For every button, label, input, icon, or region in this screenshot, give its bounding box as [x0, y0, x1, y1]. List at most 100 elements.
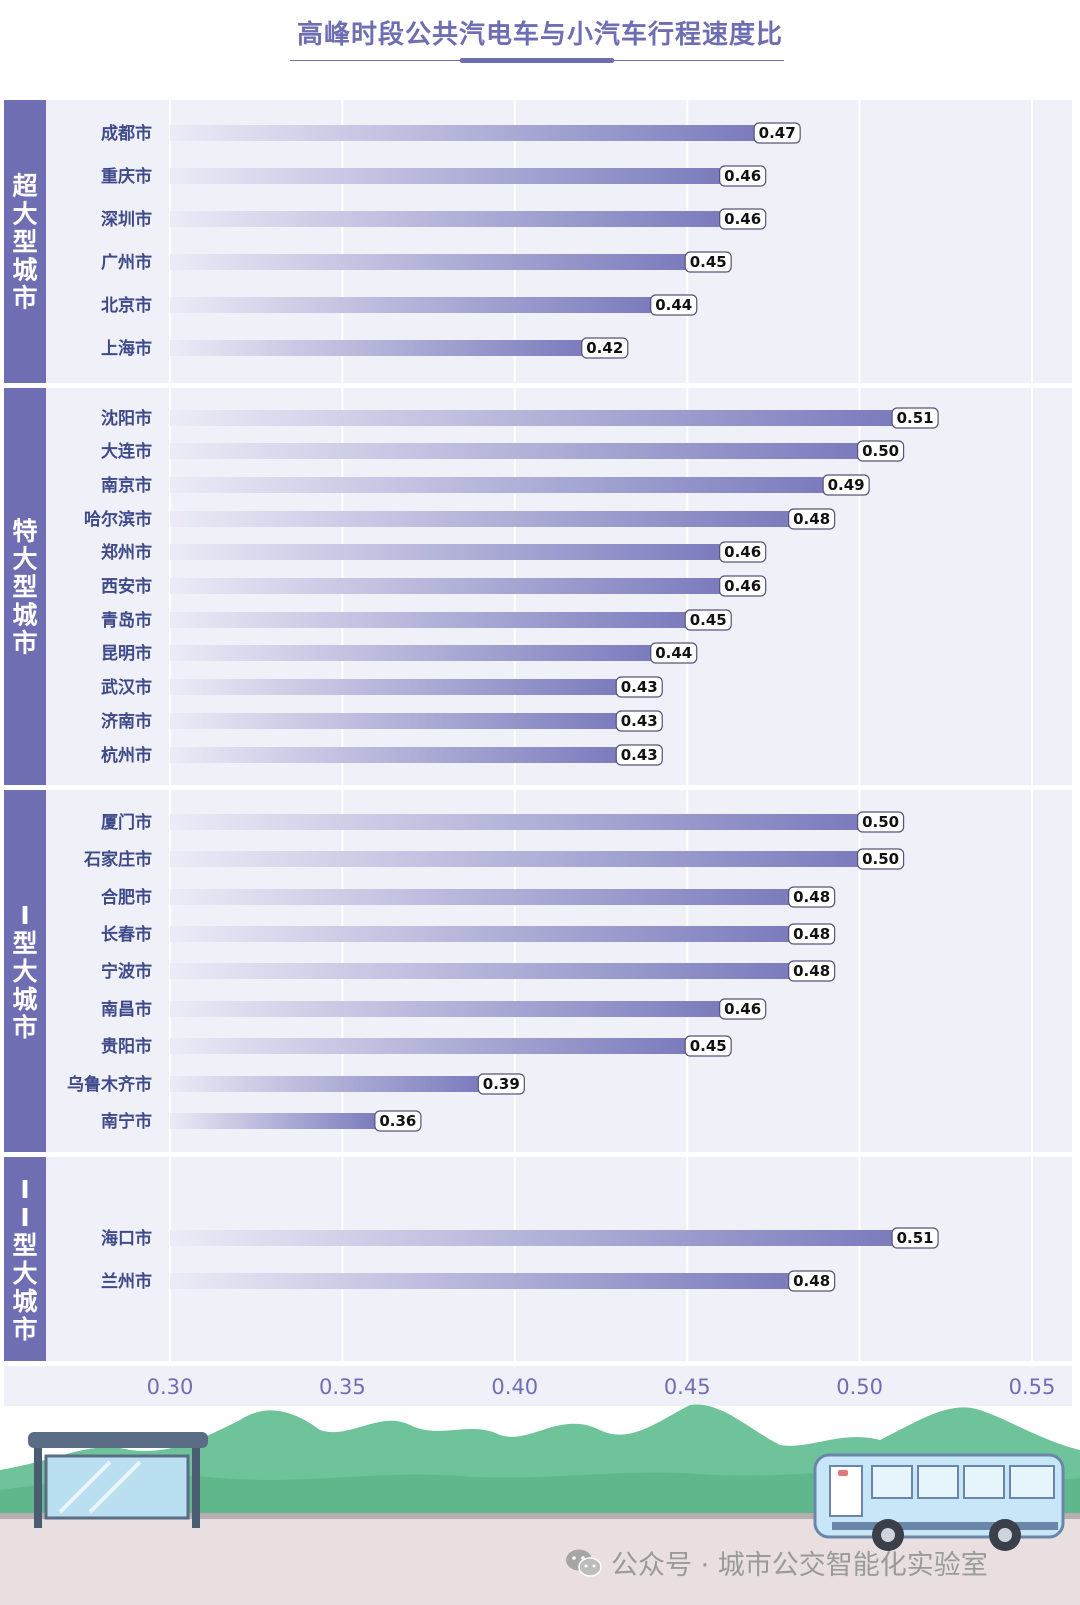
- title-underline-accent: [460, 58, 614, 63]
- value-label-box: [719, 541, 767, 563]
- group-panel: [4, 1157, 1072, 1361]
- value-label-box: [615, 744, 663, 766]
- value-label: 0.43: [621, 678, 658, 696]
- city-label: 成都市: [101, 123, 152, 144]
- value-label: 0.51: [897, 409, 934, 427]
- group-label: I I 型大城市: [12, 1175, 37, 1344]
- bar: [170, 1273, 791, 1289]
- bar: [170, 1076, 481, 1092]
- bar: [170, 713, 619, 729]
- city-label: 合肥市: [101, 887, 152, 908]
- city-label: 大连市: [101, 441, 152, 462]
- bar: [170, 211, 722, 227]
- value-label: 0.48: [793, 510, 830, 528]
- bar: [170, 889, 791, 905]
- x-axis-band: [4, 1366, 1072, 1406]
- value-label: 0.51: [897, 1229, 934, 1247]
- city-label: 哈尔滨市: [84, 509, 152, 530]
- bar: [170, 814, 860, 830]
- bar: [170, 963, 791, 979]
- x-tick-label: 0.55: [1009, 1375, 1056, 1399]
- city-label: 西安市: [101, 576, 152, 597]
- value-label-box: [374, 1110, 422, 1132]
- value-label-box: [684, 251, 732, 273]
- city-label: 南京市: [101, 475, 152, 496]
- x-tick-label: 0.45: [664, 1375, 711, 1399]
- bar: [170, 477, 826, 493]
- city-label: 上海市: [101, 338, 152, 359]
- city-label: 北京市: [101, 295, 152, 316]
- city-label: 厦门市: [101, 812, 152, 833]
- value-label: 0.48: [793, 925, 830, 943]
- bar: [170, 645, 653, 661]
- city-label: 南宁市: [101, 1111, 152, 1132]
- bus-stop-icon: [28, 1432, 208, 1528]
- city-label: 郑州市: [101, 542, 152, 563]
- value-label-box: [788, 886, 836, 908]
- city-label: 贵阳市: [101, 1036, 152, 1057]
- bar: [170, 747, 619, 763]
- value-label-box: [615, 710, 663, 732]
- bar: [170, 1230, 895, 1246]
- value-label-box: [891, 1227, 939, 1249]
- value-label: 0.47: [759, 124, 796, 142]
- value-label-box: [891, 407, 939, 429]
- bus-icon: [813, 1453, 1065, 1551]
- bar: [170, 340, 584, 356]
- group-strip: [4, 1157, 46, 1361]
- value-label-box: [753, 122, 801, 144]
- value-label: 0.48: [793, 962, 830, 980]
- value-label: 0.50: [862, 813, 899, 831]
- value-label: 0.42: [586, 339, 623, 357]
- city-label: 沈阳市: [101, 408, 152, 429]
- bar: [170, 544, 722, 560]
- bar: [170, 1113, 377, 1129]
- value-label: 0.36: [379, 1112, 416, 1130]
- value-label: 0.44: [655, 296, 692, 314]
- value-label: 0.43: [621, 712, 658, 730]
- bar: [170, 410, 895, 426]
- value-label: 0.49: [828, 476, 865, 494]
- watermark: 公众号 · 城市公交智能化实验室: [565, 1543, 988, 1582]
- value-label: 0.46: [724, 210, 761, 228]
- bars: 成都市 0.47 重庆市 0.46 深圳市 0.46 广州市 0.45 北京市 0.44 上海市 0.…: [67, 122, 939, 1292]
- value-label: 0.48: [793, 1272, 830, 1290]
- value-label-box: [788, 508, 836, 530]
- value-label: 0.43: [621, 746, 658, 764]
- wechat-icon: [566, 1549, 602, 1577]
- bar: [170, 297, 653, 313]
- value-label: 0.46: [724, 577, 761, 595]
- value-label-box: [788, 923, 836, 945]
- group-label: I 型大城市: [12, 901, 37, 1042]
- value-label-box: [856, 848, 905, 870]
- value-label: 0.50: [862, 850, 899, 868]
- value-label-box: [719, 165, 767, 187]
- city-label: 乌鲁木齐市: [67, 1074, 152, 1095]
- group-label: 特大型城市: [12, 517, 37, 658]
- value-label: 0.48: [793, 888, 830, 906]
- value-label-box: [822, 474, 870, 496]
- city-label: 广州市: [101, 252, 152, 273]
- value-label: 0.45: [690, 253, 727, 271]
- x-tick-label: 0.35: [319, 1375, 366, 1399]
- value-label-box: [719, 208, 767, 230]
- chart-title: 高峰时段公共汽电车与小汽车行程速度比: [296, 20, 783, 50]
- bar: [170, 1038, 688, 1054]
- city-label: 南昌市: [101, 999, 152, 1020]
- bar: [170, 125, 757, 141]
- value-label: 0.45: [690, 1037, 727, 1055]
- value-label-box: [788, 960, 836, 982]
- bar: [170, 612, 688, 628]
- x-tick-label: 0.30: [147, 1375, 194, 1399]
- value-label: 0.44: [655, 644, 692, 662]
- value-label: 0.46: [724, 1000, 761, 1018]
- value-label: 0.45: [690, 611, 727, 629]
- city-label: 青岛市: [101, 610, 152, 631]
- bar: [170, 851, 860, 867]
- x-tick-label: 0.40: [491, 1375, 538, 1399]
- group-panel: [4, 100, 1072, 383]
- group-label: 超大型城市: [12, 172, 38, 313]
- value-label-box: [719, 575, 767, 597]
